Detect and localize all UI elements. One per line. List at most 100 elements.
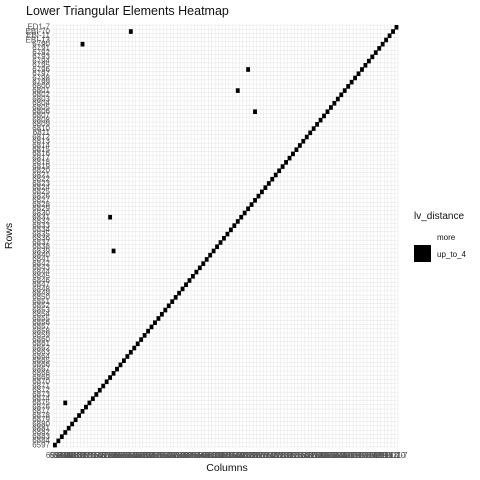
heatmap-cell-diagonal xyxy=(339,93,343,98)
heatmap-cell-diagonal xyxy=(253,198,257,203)
heatmap-cell-diagonal xyxy=(129,350,133,355)
heatmap-cell xyxy=(81,42,85,47)
heatmap-cell-diagonal xyxy=(136,342,140,347)
heatmap-cell xyxy=(246,67,250,72)
legend-key-up-to-4 xyxy=(414,245,431,262)
legend: lv_distance more up_to_4 xyxy=(414,211,466,262)
heatmap-cell-diagonal xyxy=(119,363,123,368)
heatmap-cell xyxy=(253,109,257,114)
heatmap-cell-diagonal xyxy=(291,152,295,157)
heatmap-cell-diagonal xyxy=(260,190,264,195)
heatmap-cell-diagonal xyxy=(301,139,305,144)
heatmap-cell-diagonal xyxy=(74,417,78,422)
heatmap-cell xyxy=(63,401,67,406)
heatmap-cell-diagonal xyxy=(181,287,185,292)
heatmap-cell-diagonal xyxy=(377,46,381,51)
y-axis-title: Rows xyxy=(3,223,15,249)
heatmap-cell-diagonal xyxy=(326,109,330,114)
heatmap-cell-diagonal xyxy=(160,312,164,317)
heatmap-cell-diagonal xyxy=(226,232,230,237)
legend-label-more: more xyxy=(437,233,456,242)
heatmap-cell xyxy=(129,29,133,34)
heatmap-cell-diagonal xyxy=(357,71,361,76)
heatmap-cell-diagonal xyxy=(157,316,161,321)
heatmap-cell-diagonal xyxy=(295,147,299,152)
heatmap-cell-diagonal xyxy=(56,439,60,444)
heatmap-cell-diagonal xyxy=(350,80,354,85)
heatmap-cell-diagonal xyxy=(108,375,112,380)
legend-title: lv_distance xyxy=(414,211,464,222)
heatmap-cell-diagonal xyxy=(384,38,388,43)
heatmap-cell-diagonal xyxy=(308,131,312,136)
y-tick-label: 6597 xyxy=(32,440,50,449)
heatmap-cell-diagonal xyxy=(194,270,198,275)
heatmap-cell-diagonal xyxy=(391,29,395,34)
heatmap-cell-diagonal xyxy=(360,67,364,72)
heatmap-cell-diagonal xyxy=(374,50,378,55)
x-tick-label: ED1-7 xyxy=(385,451,408,460)
heatmap-cell-diagonal xyxy=(146,329,150,334)
legend-label-up-to-4: up_to_4 xyxy=(437,250,466,259)
heatmap-cell-diagonal xyxy=(98,388,102,393)
heatmap-cell-diagonal xyxy=(215,244,219,249)
heatmap-cell-diagonal xyxy=(115,367,119,372)
heatmap-cell-diagonal xyxy=(315,122,319,127)
heatmap-cell-diagonal xyxy=(201,261,205,266)
heatmap-cell xyxy=(112,249,116,254)
heatmap-cell-diagonal xyxy=(343,88,347,93)
heatmap-cell-diagonal xyxy=(381,42,385,47)
heatmap-cell-diagonal xyxy=(298,143,302,148)
heatmap-cell-diagonal xyxy=(67,426,71,431)
heatmap-cell-diagonal xyxy=(60,434,64,439)
heatmap-cell-diagonal xyxy=(346,84,350,89)
heatmap-cell-diagonal xyxy=(277,168,281,173)
heatmap-cell-diagonal xyxy=(191,274,195,279)
heatmap-cell-diagonal xyxy=(81,409,85,414)
heatmap-cell-diagonal xyxy=(319,118,323,123)
heatmap-cell-diagonal xyxy=(267,181,271,186)
heatmap-cell-diagonal xyxy=(246,206,250,211)
heatmap-cell-diagonal xyxy=(232,223,236,228)
heatmap-cell xyxy=(108,215,112,220)
legend-key-more xyxy=(414,229,431,246)
heatmap-cell-diagonal xyxy=(388,33,392,38)
heatmap-cell-diagonal xyxy=(284,160,288,165)
heatmap-cell-diagonal xyxy=(312,126,316,131)
heatmap-cell-diagonal xyxy=(167,304,171,309)
heatmap-cell-diagonal xyxy=(163,308,167,313)
heatmap-cell-diagonal xyxy=(336,97,340,102)
heatmap-cell-diagonal xyxy=(53,443,57,448)
heatmap-cell-diagonal xyxy=(243,211,247,216)
heatmap-cell-diagonal xyxy=(288,156,292,161)
y-tick-labels: ED1-7EBI-70EBI-11EBI-1367906791679267936… xyxy=(26,23,51,450)
heatmap-cell-diagonal xyxy=(332,101,336,106)
heatmap-cell-diagonal xyxy=(132,346,136,351)
heatmap-cell-diagonal xyxy=(198,266,202,271)
heatmap-cell-diagonal xyxy=(329,105,333,110)
heatmap-cell-diagonal xyxy=(91,396,95,401)
heatmap-cell-diagonal xyxy=(205,257,209,262)
heatmap-cell-diagonal xyxy=(101,384,105,389)
heatmap-cell-diagonal xyxy=(105,379,109,384)
heatmap-cell-diagonal xyxy=(229,228,233,233)
heatmap-cell-diagonal xyxy=(370,55,374,60)
x-tick-labels: 6597688468836882688168806879687868776876… xyxy=(46,451,408,460)
heatmap-cell-diagonal xyxy=(153,320,157,325)
heatmap-cell-diagonal xyxy=(70,422,74,427)
heatmap-cell-diagonal xyxy=(239,215,243,220)
heatmap-cell-diagonal xyxy=(188,278,192,283)
heatmap-cell-diagonal xyxy=(274,173,278,178)
x-axis-title: Columns xyxy=(206,462,247,474)
chart-title: Lower Triangular Elements Heatmap xyxy=(26,4,229,18)
heatmap-cell-diagonal xyxy=(353,76,357,81)
heatmap-cell-diagonal xyxy=(184,282,188,287)
heatmap-cell-diagonal xyxy=(88,401,92,406)
heatmap-cell-diagonal xyxy=(305,135,309,140)
heatmap-cell-diagonal xyxy=(212,249,216,254)
heatmap-cell-diagonal xyxy=(143,333,147,338)
heatmap-cell-diagonal xyxy=(257,194,261,199)
heatmap-cell-diagonal xyxy=(150,325,154,330)
heatmap-cell-diagonal xyxy=(322,114,326,119)
